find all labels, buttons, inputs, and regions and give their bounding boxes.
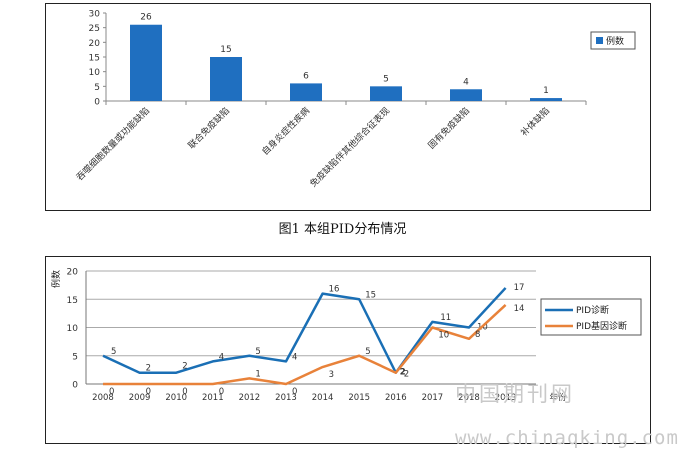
legend-swatch [596, 37, 603, 44]
data-label-pid-gene: 0 [219, 387, 224, 397]
x-category-label: 联合免疫缺陷 [185, 105, 232, 152]
x-tick-label: 2018 [458, 393, 480, 403]
bar-value-label: 26 [140, 13, 152, 23]
x-category-label: 吞噬细胞数量或功能缺陷 [74, 105, 152, 183]
y-tick-label: 5 [94, 83, 100, 93]
legend-label: PID诊断 [576, 304, 609, 316]
data-label-pid: 2 [404, 370, 409, 380]
x-tick-label: 2014 [312, 393, 334, 403]
y-tick-label: 5 [72, 352, 78, 362]
data-label-pid: 4 [219, 352, 224, 362]
series-line-pid [102, 287, 507, 374]
data-label-pid: 2 [146, 364, 151, 374]
data-label-pid: 5 [255, 347, 260, 357]
data-label-pid: 5 [111, 347, 116, 357]
bar-value-label: 6 [303, 71, 309, 81]
data-label-pid-gene: 2 [400, 368, 406, 378]
y-axis-label: 例数 [50, 270, 62, 288]
bar-chart: 0 5 10 15 20 25 30 26 15 6 5 4 1 吞噬细胞数量或功能缺陷 联合免疫缺陷 自身炎… [74, 10, 636, 190]
y-tick-label: 15 [89, 54, 100, 64]
legend-box [590, 31, 636, 50]
data-label-pid: 16 [329, 285, 340, 295]
y-tick-label: 15 [67, 296, 78, 306]
x-tick-label: 2017 [422, 393, 444, 403]
y-tick-label: 0 [72, 381, 78, 391]
y-tick-label: 10 [67, 324, 79, 334]
data-label-pid-gene: 10 [438, 331, 449, 341]
data-label-pid: 11 [440, 313, 451, 323]
x-tick-label: 2019 [495, 393, 517, 403]
bar [530, 98, 562, 101]
figure-caption: 图1 本组PID分布情况 [278, 222, 407, 237]
y-tick-label: 0 [94, 98, 100, 108]
x-category-label: 免疫缺陷伴其他综合征表现 [307, 105, 392, 190]
data-label-pid-gene: 3 [329, 370, 334, 380]
x-tick-label: 2011 [202, 393, 224, 403]
bar-chart-frame: 0 5 10 15 20 25 30 26 15 6 5 4 1 吞噬细胞数量或功能缺陷 联合免疫缺陷 自身炎… [45, 3, 651, 211]
bar [130, 24, 162, 101]
y-tick-label: 20 [89, 39, 101, 49]
series-line-pid-gene [103, 303, 507, 386]
x-category-label: 自身炎症性疾病 [259, 105, 312, 158]
data-label-pid-gene: 1 [255, 369, 260, 379]
data-label-pid: 2 [182, 362, 187, 372]
data-label-pid-gene: 8 [475, 330, 480, 340]
data-label-pid-gene: 0 [182, 387, 187, 397]
y-tick-label: 30 [89, 10, 101, 20]
data-label-pid: 17 [514, 283, 525, 293]
bar-value-label: 4 [463, 77, 469, 87]
data-label-pid-gene: 0 [146, 387, 151, 397]
data-label-pid-gene: 0 [109, 387, 114, 397]
x-category-label: 补体缺陷 [518, 105, 552, 139]
legend-box [540, 298, 642, 336]
x-tick-label: 2016 [385, 393, 407, 403]
data-label-pid-gene: 0 [292, 387, 297, 397]
x-axis-label: 年份 [549, 392, 567, 403]
y-tick-label: 20 [67, 268, 79, 278]
legend-label: 例数 [606, 35, 624, 47]
y-tick-label: 25 [89, 24, 100, 34]
bar-value-label: 5 [383, 74, 389, 84]
x-tick-label: 2013 [275, 393, 297, 403]
line-chart-frame: 0 5 10 15 20 例数 2008 2009 2010 2011 2012 2013 2014 20… [45, 256, 651, 444]
bar [290, 83, 322, 101]
data-label-pid-gene: 5 [365, 347, 370, 357]
x-category-label: 固有免疫缺陷 [425, 105, 472, 152]
watermark-cn: 中国期刊网 [455, 382, 575, 406]
bar [370, 86, 402, 101]
bar-value-label: 15 [220, 45, 231, 55]
y-tick-label: 10 [89, 68, 101, 78]
x-tick-label: 2009 [129, 393, 151, 403]
bar [210, 57, 242, 101]
bar-value-label: 1 [543, 86, 549, 96]
data-label-pid-gene: 14 [514, 304, 525, 314]
x-tick-label: 2012 [239, 393, 261, 403]
legend-label: PID基因诊断 [576, 320, 627, 332]
watermark-url: www.chinaqking.com [455, 427, 679, 449]
x-tick-label: 2008 [92, 393, 114, 403]
bar [450, 89, 482, 101]
x-tick-label: 2010 [165, 393, 187, 403]
x-tick-label: 2015 [348, 393, 370, 403]
data-label-pid: 4 [292, 352, 297, 362]
data-label-pid: 15 [365, 290, 376, 300]
